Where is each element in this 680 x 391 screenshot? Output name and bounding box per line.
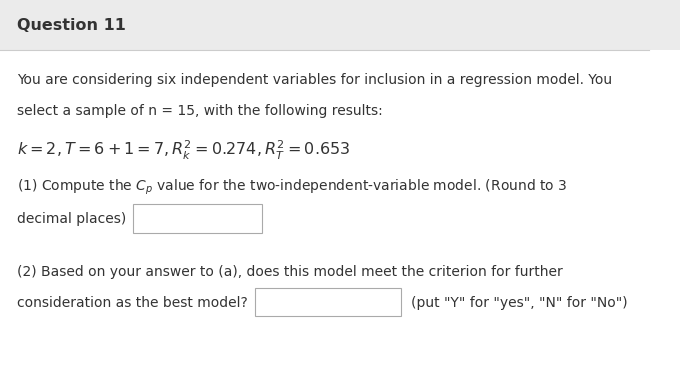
Bar bbox=[255, 288, 401, 316]
Text: select a sample of n = 15, with the following results:: select a sample of n = 15, with the foll… bbox=[17, 104, 383, 118]
Text: (2) Based on your answer to (a), does this model meet the criterion for further: (2) Based on your answer to (a), does th… bbox=[17, 265, 563, 279]
Text: (1) Compute the $C_p$ value for the two-independent-variable model. (Round to 3: (1) Compute the $C_p$ value for the two-… bbox=[17, 178, 567, 197]
Text: decimal places): decimal places) bbox=[17, 212, 126, 226]
Bar bbox=[133, 204, 262, 233]
Text: $k = 2, T = 6 + 1 = 7, R_k^2 = 0.274, R_T^2 = 0.653$: $k = 2, T = 6 + 1 = 7, R_k^2 = 0.274, R_… bbox=[17, 139, 350, 162]
Text: Question 11: Question 11 bbox=[17, 18, 126, 32]
Text: consideration as the best model?: consideration as the best model? bbox=[17, 296, 248, 310]
Text: You are considering six independent variables for inclusion in a regression mode: You are considering six independent vari… bbox=[17, 73, 612, 87]
Bar bbox=[0, 0, 680, 50]
Text: (put "Y" for "yes", "N" for "No"): (put "Y" for "yes", "N" for "No") bbox=[411, 296, 628, 310]
